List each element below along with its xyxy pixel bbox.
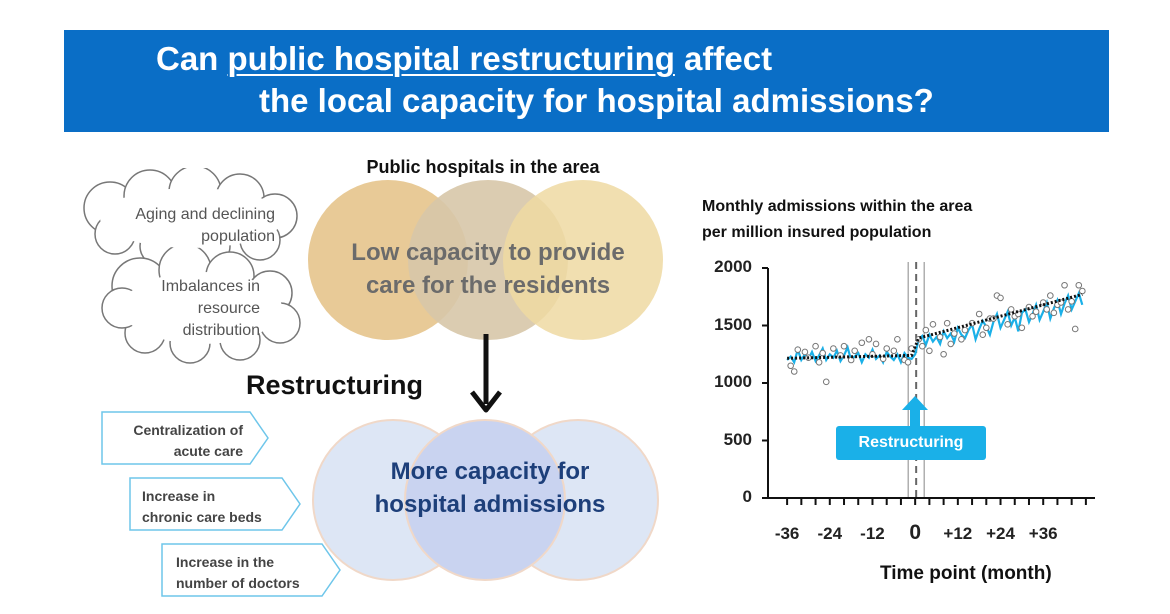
raw-data-point <box>918 342 926 350</box>
raw-data-point <box>815 359 823 366</box>
raw-data-point <box>940 350 947 358</box>
y-tick-label: 0 <box>742 487 752 506</box>
raw-data-point <box>926 347 933 355</box>
raw-data-point <box>1032 308 1040 316</box>
raw-data-point <box>883 345 891 352</box>
raw-data-point <box>1018 324 1026 332</box>
raw-data-point <box>979 331 987 339</box>
x-tick-label: +24 <box>986 524 1015 543</box>
tag-2-text: Increase in chronic care beds <box>142 488 262 525</box>
x-tick-label: +12 <box>943 524 973 543</box>
raw-data-point <box>947 340 955 348</box>
y-tick-label: 500 <box>723 429 752 449</box>
raw-data-point <box>908 345 915 352</box>
raw-data-point <box>1007 306 1015 313</box>
raw-data-point <box>851 347 858 355</box>
raw-data-point <box>1043 306 1051 313</box>
title-banner: Can public hospital restructuring affect… <box>64 30 1109 132</box>
tag-shapes <box>101 411 341 597</box>
raw-data-point <box>1068 298 1075 305</box>
hospital-circle-3 <box>503 180 663 340</box>
tag-2-shape <box>129 477 301 531</box>
raw-data-point <box>1071 325 1079 333</box>
bottom-circles-text: More capacity for hospital admissions <box>374 458 606 518</box>
raw-data-point <box>1004 321 1011 328</box>
raw-data-point <box>1050 309 1058 317</box>
x-tick-label: -24 <box>817 524 843 543</box>
raw-data-point <box>894 336 901 343</box>
title-line-2: the local capacity for hospital admissio… <box>259 82 934 119</box>
raw-data-point <box>858 339 866 347</box>
raw-data-point <box>794 346 802 353</box>
top-circles-text: Low capacity to provide care for the res… <box>351 239 625 299</box>
x-axis-label: Time point (month) <box>880 563 1052 584</box>
up-arrow-icon <box>902 396 928 426</box>
title-line-1: Can public hospital restructuring affect <box>156 40 773 77</box>
raw-data-point <box>982 324 990 332</box>
title-underlined-phrase: public hospital restructuring <box>227 40 675 77</box>
tag-3-text: Increase in the number of doctors <box>176 554 300 591</box>
raw-data-point <box>801 348 809 356</box>
chart-subtitle: per million insured population <box>702 224 932 241</box>
raw-data-point <box>904 359 912 366</box>
raw-data-point <box>1075 281 1083 289</box>
raw-data-point <box>1047 292 1054 299</box>
raw-data-point <box>790 368 798 375</box>
tag-3-shape <box>161 543 341 597</box>
x-tick-label: +36 <box>1028 524 1058 543</box>
cloud-1-text: Aging and declining population <box>135 206 275 245</box>
raw-data-point <box>936 333 944 341</box>
fitted-trend-line <box>787 292 1083 360</box>
down-arrow-icon <box>470 334 502 413</box>
raw-data-point <box>865 336 873 343</box>
raw-data-point <box>961 326 969 334</box>
raw-data-point <box>950 330 958 337</box>
x-tick-label: 0 <box>909 521 921 544</box>
public-hospitals-heading: Public hospitals in the area <box>366 157 600 177</box>
raw-data-point <box>1079 287 1086 295</box>
raw-data-point <box>929 321 937 328</box>
top-circles-graphic <box>308 180 663 340</box>
tag-1-shape <box>101 411 269 465</box>
raw-data-point <box>958 336 965 343</box>
raw-data-point <box>1061 281 1068 289</box>
raw-data-point <box>975 310 983 318</box>
raw-data-point <box>812 342 819 350</box>
raw-data-point <box>1029 313 1036 320</box>
raw-data-point <box>787 362 794 370</box>
raw-data-point <box>872 340 880 348</box>
x-tick-label: -12 <box>860 524 885 543</box>
cloud-2-text: Imbalances in resource distribution <box>161 278 260 339</box>
raw-data-point <box>830 345 837 352</box>
cloud-shapes <box>83 168 301 364</box>
raw-data-point <box>840 342 848 350</box>
chart-title-block: Monthly admissions within the area per m… <box>702 194 972 246</box>
raw-data-point <box>819 349 826 357</box>
tag-1-text: Centralization of acute care <box>133 422 243 459</box>
restructuring-callout: Restructuring <box>836 426 986 460</box>
observed-series-line <box>786 290 1084 366</box>
capacity-circle-2 <box>404 419 566 581</box>
y-tick-label: 2000 <box>714 257 752 276</box>
raw-data-point <box>822 378 830 386</box>
x-tick-label: -36 <box>774 524 800 543</box>
raw-data-point <box>1064 306 1072 313</box>
y-tick-label: 1500 <box>714 314 752 334</box>
y-tick-label: 1000 <box>714 372 752 391</box>
raw-data-point <box>890 347 898 355</box>
raw-data-point <box>922 326 930 334</box>
raw-data-point <box>943 319 951 327</box>
restructuring-label: Restructuring <box>246 370 424 400</box>
chart-title: Monthly admissions within the area <box>702 198 973 215</box>
raw-data-point <box>997 294 1004 302</box>
bottom-circles-graphic <box>312 419 659 581</box>
